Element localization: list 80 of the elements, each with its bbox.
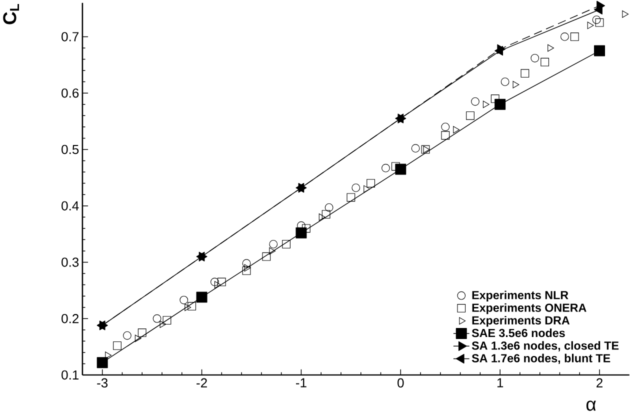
point bbox=[352, 184, 360, 192]
y-tick-label: 0.6 bbox=[62, 88, 79, 98]
x-tick-label: -3 bbox=[97, 378, 108, 388]
point bbox=[530, 54, 540, 62]
point bbox=[322, 210, 330, 219]
point bbox=[494, 46, 504, 56]
point bbox=[512, 80, 520, 88]
point bbox=[423, 146, 430, 154]
point bbox=[441, 122, 450, 132]
point bbox=[482, 100, 490, 108]
point bbox=[318, 213, 326, 221]
point bbox=[244, 264, 251, 272]
point bbox=[453, 126, 460, 134]
point bbox=[152, 314, 162, 323]
point bbox=[500, 78, 510, 86]
point bbox=[242, 259, 251, 268]
point bbox=[560, 32, 569, 41]
y-tick-label: 0.3 bbox=[62, 258, 79, 267]
point bbox=[302, 224, 310, 233]
point bbox=[471, 97, 480, 106]
point bbox=[622, 10, 629, 18]
point bbox=[217, 278, 226, 286]
y-tick-label: 0.2 bbox=[62, 314, 79, 324]
y-tick-label: 0.4 bbox=[62, 201, 79, 210]
point bbox=[269, 247, 276, 255]
point bbox=[540, 58, 550, 66]
point bbox=[214, 281, 221, 288]
point bbox=[96, 357, 108, 368]
legend-label: Experiments NLR bbox=[472, 290, 568, 302]
legend-label: Experiments DRA bbox=[472, 316, 570, 327]
point bbox=[364, 185, 370, 193]
point bbox=[269, 240, 278, 248]
point bbox=[395, 114, 404, 124]
point bbox=[395, 164, 406, 175]
point bbox=[324, 203, 334, 212]
y-tick-label: 0.7 bbox=[62, 32, 79, 42]
point bbox=[346, 193, 356, 202]
x-tick-label: -1 bbox=[296, 378, 306, 388]
x-tick-label: 1 bbox=[497, 378, 504, 388]
point bbox=[210, 278, 219, 286]
point bbox=[196, 292, 208, 303]
point bbox=[570, 32, 579, 41]
point bbox=[123, 331, 132, 340]
point bbox=[162, 316, 172, 325]
point bbox=[466, 111, 474, 120]
point bbox=[594, 45, 606, 56]
legend-label: SAE 3.5e6 nodes bbox=[472, 328, 565, 338]
point bbox=[105, 352, 112, 359]
legend-label: SA 1.7e6 nodes, blunt TE bbox=[472, 354, 610, 364]
point bbox=[411, 144, 420, 153]
point bbox=[548, 44, 554, 52]
point bbox=[160, 320, 166, 328]
x-axis-title: α bbox=[586, 400, 596, 411]
point bbox=[242, 266, 251, 275]
point bbox=[134, 334, 142, 342]
x-tick-label: 0 bbox=[398, 378, 404, 388]
y-tick-label: 0.1 bbox=[62, 370, 79, 380]
point bbox=[490, 94, 500, 103]
point bbox=[382, 164, 390, 172]
point bbox=[180, 296, 188, 304]
point bbox=[494, 98, 506, 110]
point bbox=[113, 342, 122, 350]
y-tick-label: 0.5 bbox=[62, 144, 79, 154]
y-axis-title: C$_{L}$ bbox=[3, 4, 20, 24]
legend-label: SA 1.3e6 nodes, closed TE bbox=[472, 341, 619, 352]
x-tick-label: -2 bbox=[196, 378, 207, 388]
point bbox=[138, 328, 146, 337]
point bbox=[441, 131, 450, 140]
point bbox=[421, 145, 430, 154]
point bbox=[188, 302, 196, 310]
point bbox=[262, 252, 271, 261]
point bbox=[391, 162, 400, 171]
point bbox=[520, 69, 530, 78]
point bbox=[184, 304, 192, 312]
point bbox=[282, 240, 290, 248]
point bbox=[296, 227, 307, 238]
point bbox=[366, 179, 376, 188]
x-tick-label: 2 bbox=[596, 378, 602, 388]
point bbox=[592, 16, 601, 24]
legend-label: Experiments ONERA bbox=[472, 303, 586, 314]
